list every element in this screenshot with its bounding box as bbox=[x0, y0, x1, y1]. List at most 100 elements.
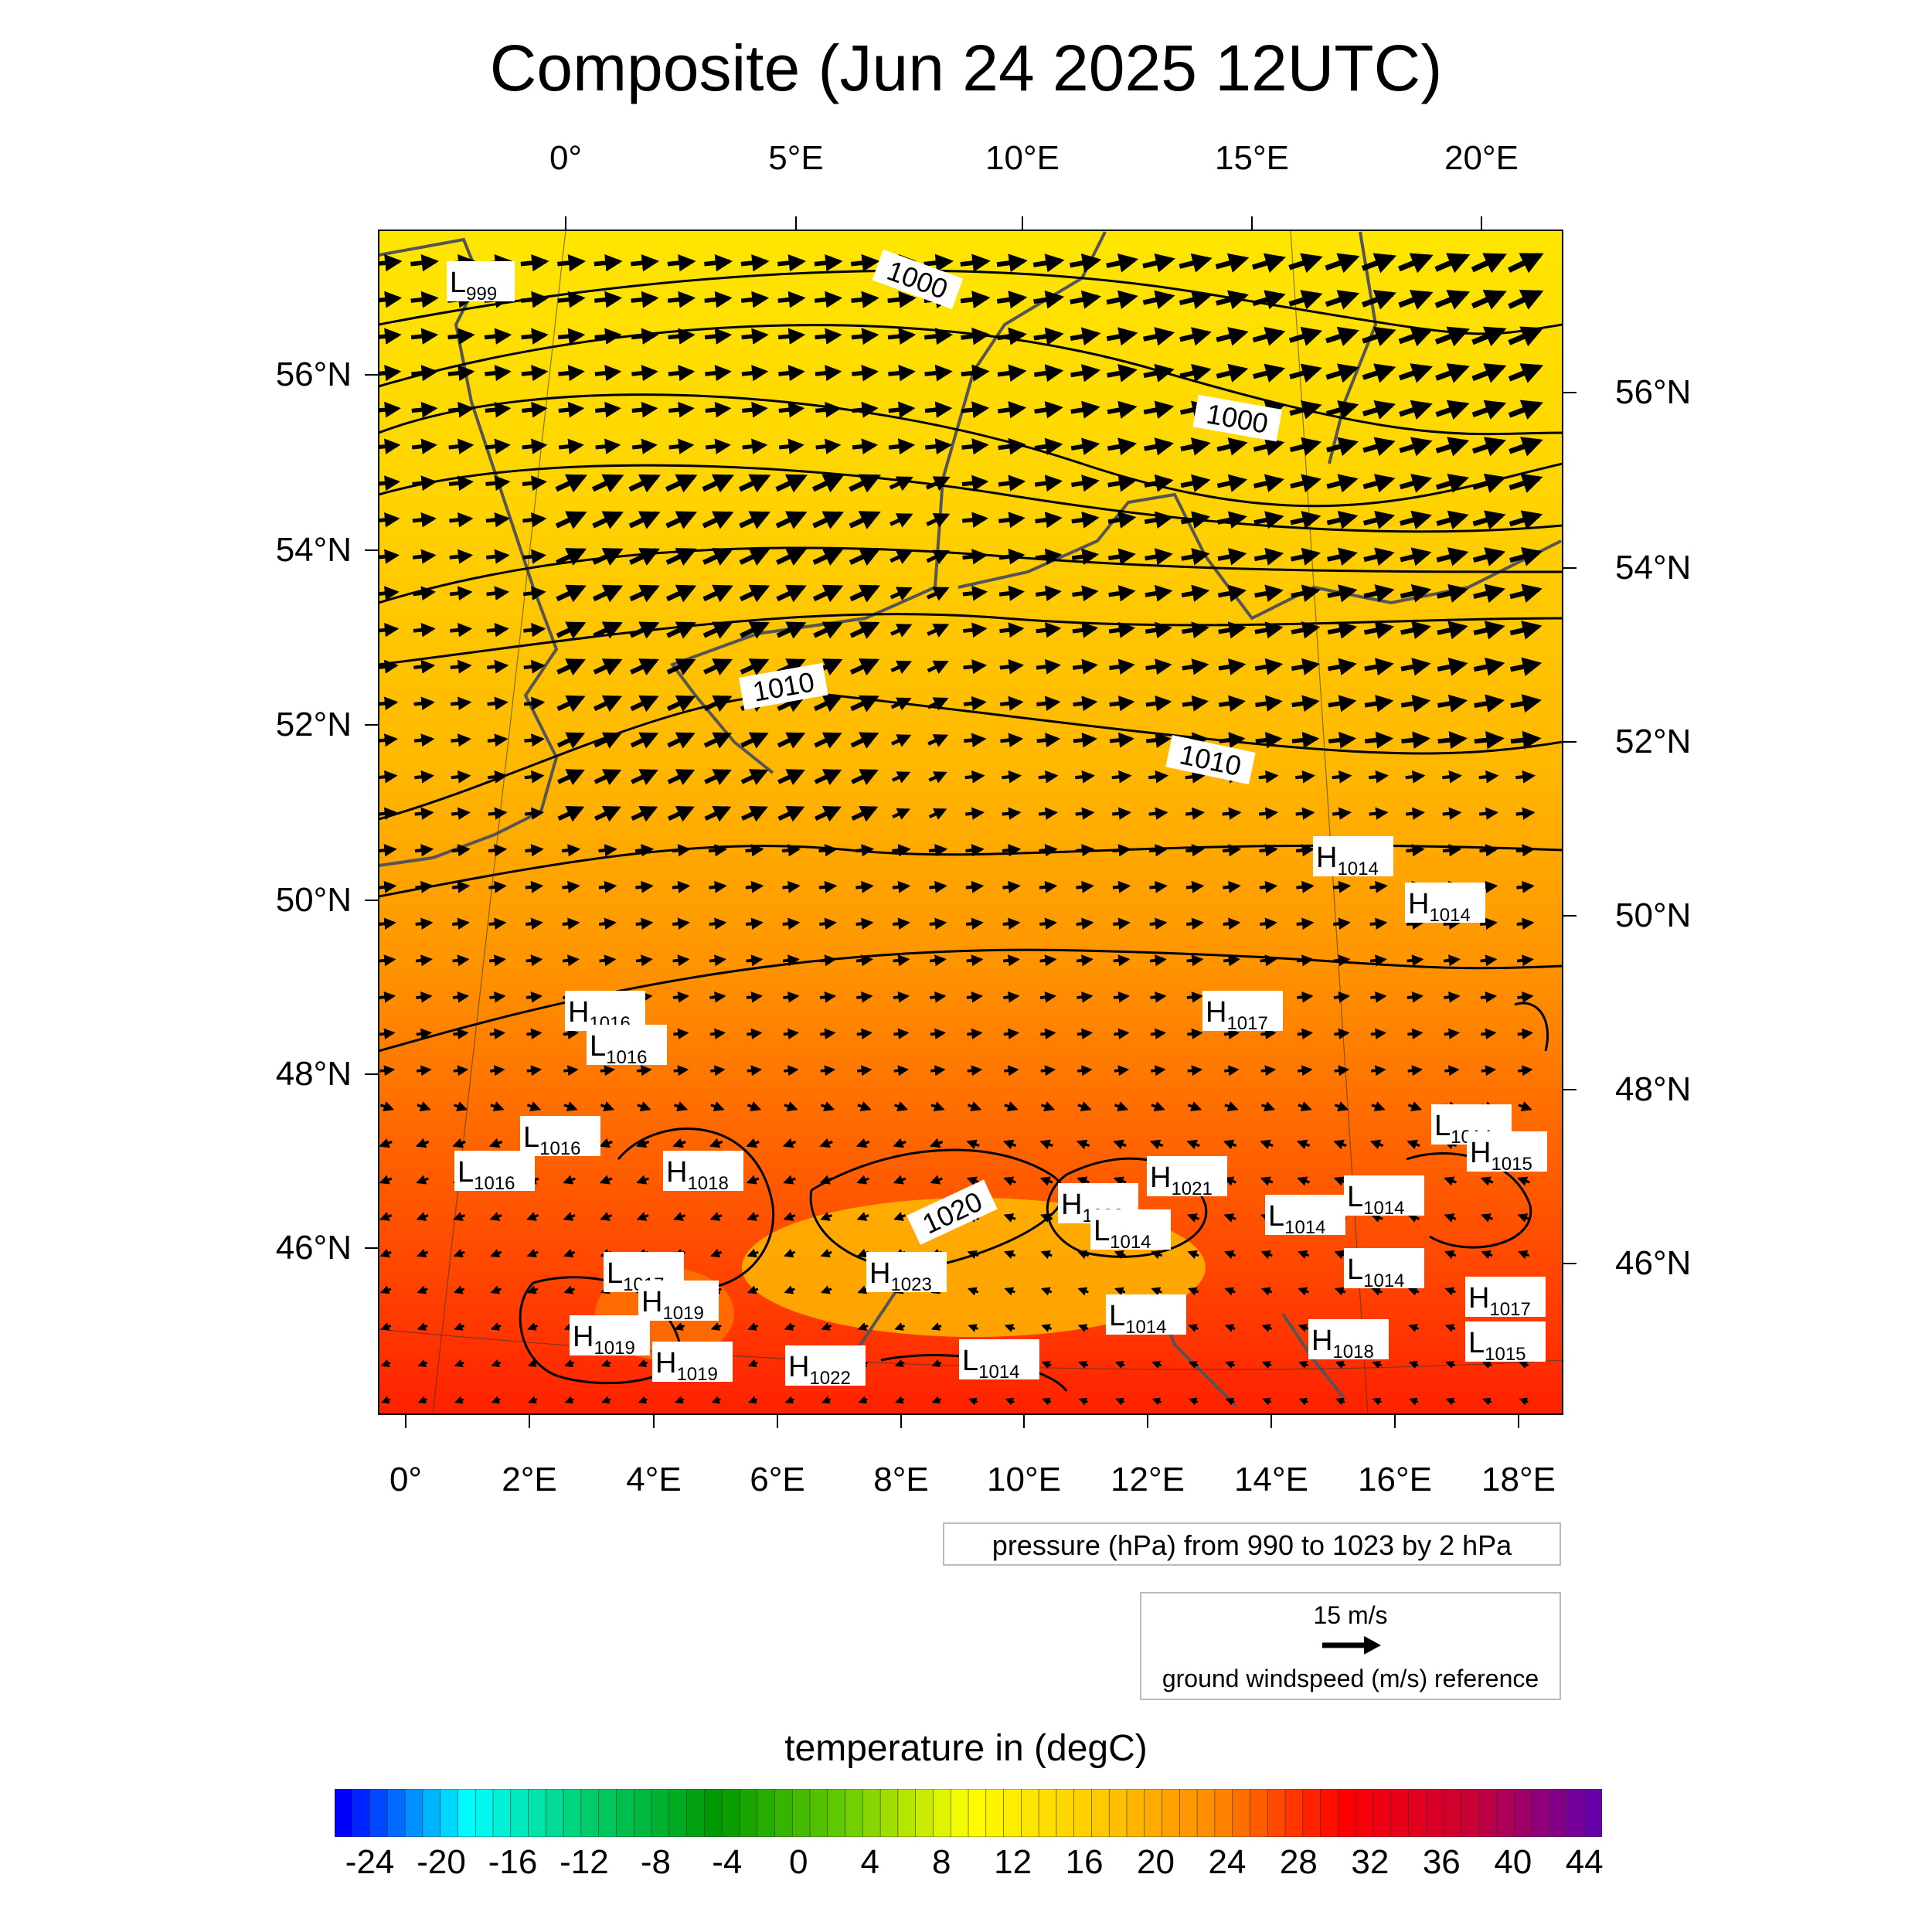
wind-vector bbox=[814, 291, 843, 308]
wind-vector bbox=[1112, 844, 1131, 857]
wind-vector bbox=[784, 1285, 795, 1294]
colorbar-swatch bbox=[1583, 1789, 1602, 1837]
wind-vector bbox=[965, 844, 985, 857]
wind-vector bbox=[927, 660, 949, 675]
wind-vector bbox=[1261, 1324, 1273, 1332]
wind-vector bbox=[1508, 363, 1544, 383]
wind-vector bbox=[1181, 584, 1210, 602]
wind-vector bbox=[1408, 1360, 1419, 1369]
wind-vector bbox=[379, 365, 402, 382]
colorbar-swatch bbox=[1267, 1789, 1286, 1837]
wind-vector bbox=[961, 437, 989, 455]
wind-vector bbox=[449, 512, 474, 528]
wind-vector bbox=[893, 1065, 910, 1077]
colorbar-swatch bbox=[1549, 1789, 1568, 1837]
wind-vector bbox=[1369, 770, 1389, 784]
wind-vector bbox=[451, 733, 471, 747]
wind-vector bbox=[929, 917, 947, 930]
wind-vector bbox=[928, 771, 947, 784]
wind-vector bbox=[1471, 326, 1507, 347]
wind-vector bbox=[1073, 696, 1098, 712]
wind-vector bbox=[449, 586, 473, 601]
wind-vector bbox=[1039, 1176, 1053, 1186]
wind-vector bbox=[1260, 1250, 1273, 1260]
colorbar-swatch bbox=[1302, 1789, 1321, 1837]
wind-vector bbox=[1039, 844, 1058, 857]
wind-vector bbox=[1004, 1324, 1015, 1332]
wind-vector bbox=[668, 328, 696, 345]
wind-vector bbox=[1077, 1176, 1090, 1186]
wind-vector bbox=[524, 807, 545, 820]
wind-vector bbox=[1260, 1287, 1273, 1296]
wind-vector bbox=[857, 1101, 872, 1111]
wind-vector bbox=[849, 474, 882, 493]
wind-vector bbox=[1478, 807, 1499, 820]
wind-vector bbox=[1223, 1028, 1240, 1039]
wind-vector bbox=[1180, 474, 1211, 492]
wind-vector bbox=[487, 659, 509, 674]
wind-vector bbox=[1400, 621, 1431, 640]
wind-vector bbox=[1216, 363, 1249, 383]
wind-vector bbox=[1327, 621, 1358, 639]
wind-vector bbox=[1481, 1213, 1494, 1223]
wind-vector bbox=[924, 328, 954, 345]
svg-text:L1014: L1014 bbox=[1347, 1253, 1405, 1291]
wind-vector bbox=[815, 328, 842, 345]
colorbar-swatch bbox=[845, 1789, 864, 1837]
wind-vector bbox=[417, 1248, 429, 1258]
wind-vector bbox=[1033, 364, 1064, 383]
colorbar-swatch bbox=[968, 1789, 987, 1837]
colorbar-swatch bbox=[1531, 1789, 1550, 1837]
wind-vector bbox=[1481, 1065, 1497, 1077]
wind-vector bbox=[487, 733, 509, 747]
wind-vector bbox=[1143, 327, 1175, 346]
colorbar-swatch bbox=[1021, 1789, 1039, 1837]
colorbar-tick-label: 40 bbox=[1494, 1843, 1532, 1881]
wind-vector bbox=[963, 696, 987, 711]
wind-vector bbox=[1107, 474, 1137, 492]
wind-vector bbox=[521, 365, 549, 382]
wind-vector bbox=[1509, 621, 1543, 640]
wind-vector bbox=[924, 364, 953, 382]
wind-vector bbox=[1004, 1101, 1019, 1111]
wind-vector bbox=[893, 991, 910, 1003]
wind-vector bbox=[1002, 770, 1022, 784]
wind-vector bbox=[1040, 1213, 1053, 1223]
wind-vector bbox=[1035, 512, 1063, 529]
wind-reference-arrow bbox=[1322, 1636, 1381, 1655]
wind-vector bbox=[1407, 1101, 1423, 1111]
wind-vector bbox=[672, 880, 691, 893]
wind-vector bbox=[889, 587, 913, 601]
wind-vector bbox=[594, 732, 622, 749]
wind-vector bbox=[1407, 1213, 1420, 1223]
wind-vector bbox=[1255, 731, 1283, 749]
colorbar-swatch bbox=[809, 1789, 828, 1837]
wind-vector bbox=[556, 621, 587, 639]
wind-vector bbox=[1297, 991, 1314, 1003]
wind-vector bbox=[379, 844, 397, 857]
wind-vector bbox=[961, 512, 988, 529]
wind-vector bbox=[453, 1212, 466, 1221]
wind-vector bbox=[598, 844, 617, 857]
colorbar-swatch bbox=[1232, 1789, 1251, 1837]
wind-vector bbox=[709, 1212, 723, 1221]
wind-vector bbox=[781, 844, 801, 857]
left-lat-label: 54°N bbox=[275, 531, 352, 569]
left-lat-label: 46°N bbox=[275, 1229, 352, 1267]
wind-vector bbox=[525, 844, 544, 857]
colorbar-swatch bbox=[1196, 1789, 1216, 1837]
wind-vector bbox=[930, 1028, 947, 1039]
wind-vector bbox=[967, 1028, 983, 1039]
wind-vector bbox=[1217, 511, 1247, 529]
wind-vector bbox=[818, 880, 838, 893]
wind-vector bbox=[1290, 511, 1321, 529]
wind-vector bbox=[667, 254, 696, 272]
wind-vector bbox=[821, 1322, 832, 1331]
wind-vector bbox=[1039, 1139, 1053, 1150]
wind-vector bbox=[665, 474, 698, 493]
wind-vector bbox=[748, 1396, 758, 1404]
wind-vector bbox=[563, 1101, 578, 1111]
wind-vector bbox=[1481, 1028, 1497, 1039]
wind-vector bbox=[965, 880, 985, 893]
wind-vector bbox=[595, 438, 621, 454]
